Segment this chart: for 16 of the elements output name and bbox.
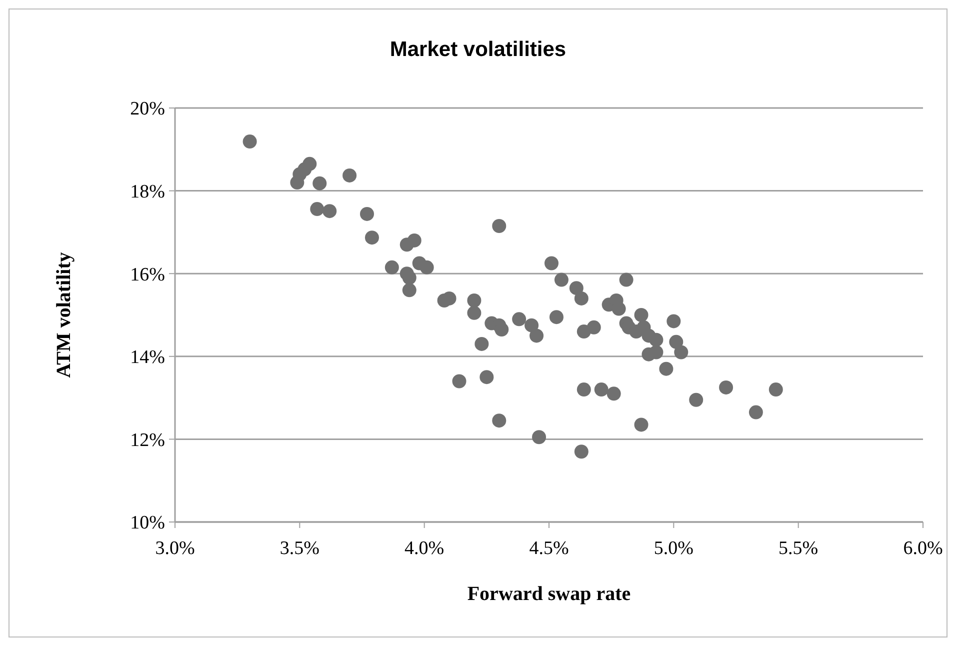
x-axis-title: Forward swap rate — [467, 583, 631, 605]
chart-title: Market volatilities — [390, 38, 566, 61]
x-tick-label: 6.0% — [903, 538, 943, 559]
x-tick-label: 5.5% — [778, 538, 818, 559]
y-axis-title: ATM volatility — [53, 252, 75, 378]
y-tick-label: 10% — [130, 512, 166, 534]
x-tick-label: 3.5% — [280, 538, 320, 559]
y-tick-label: 12% — [130, 430, 166, 451]
y-tick-label: 16% — [130, 264, 166, 286]
y-tick-label: 18% — [130, 181, 166, 202]
x-tick-label: 3.0% — [155, 538, 195, 559]
x-tick-label: 4.0% — [404, 538, 444, 559]
y-tick-label: 14% — [130, 347, 166, 368]
y-tick-label: 20% — [130, 98, 166, 120]
x-tick-label: 5.0% — [654, 538, 694, 559]
x-tick-label: 4.5% — [529, 538, 569, 559]
